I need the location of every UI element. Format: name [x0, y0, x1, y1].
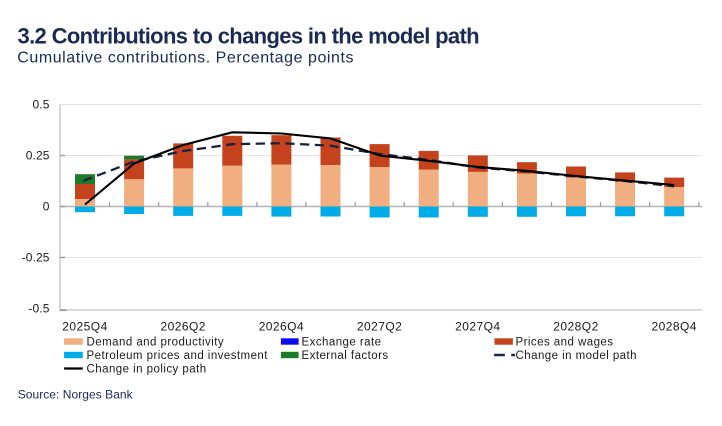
svg-text:External factors: External factors [302, 350, 389, 362]
svg-text:2027Q2: 2027Q2 [357, 320, 402, 334]
svg-text:Demand and productivity: Demand and productivity [87, 337, 225, 349]
svg-text:-0.5: -0.5 [28, 302, 49, 316]
svg-text:2026Q2: 2026Q2 [160, 320, 205, 334]
svg-text:2025Q4: 2025Q4 [62, 320, 107, 334]
svg-text:Change in policy path: Change in policy path [87, 364, 207, 376]
svg-text:Change in model path: Change in model path [516, 350, 638, 362]
svg-text:3.2 Contributions to changes i: 3.2 Contributions to changes in the mode… [18, 24, 480, 49]
svg-text:-0.25: -0.25 [22, 251, 50, 265]
svg-text:0.5: 0.5 [33, 98, 50, 112]
svg-text:Exchange rate: Exchange rate [302, 337, 382, 349]
svg-text:Prices and wages: Prices and wages [516, 337, 614, 349]
svg-text:0: 0 [43, 200, 50, 214]
svg-text:Source: Norges Bank: Source: Norges Bank [18, 388, 134, 402]
svg-text:2028Q4: 2028Q4 [651, 320, 696, 334]
svg-text:Petroleum prices and investmen: Petroleum prices and investment [87, 350, 269, 362]
svg-text:2027Q4: 2027Q4 [455, 320, 500, 334]
svg-text:0.25: 0.25 [26, 149, 50, 163]
svg-text:2026Q4: 2026Q4 [259, 320, 304, 334]
svg-text:Cumulative contributions. Perc: Cumulative contributions. Percentage poi… [17, 50, 354, 67]
svg-text:2028Q2: 2028Q2 [553, 320, 598, 334]
